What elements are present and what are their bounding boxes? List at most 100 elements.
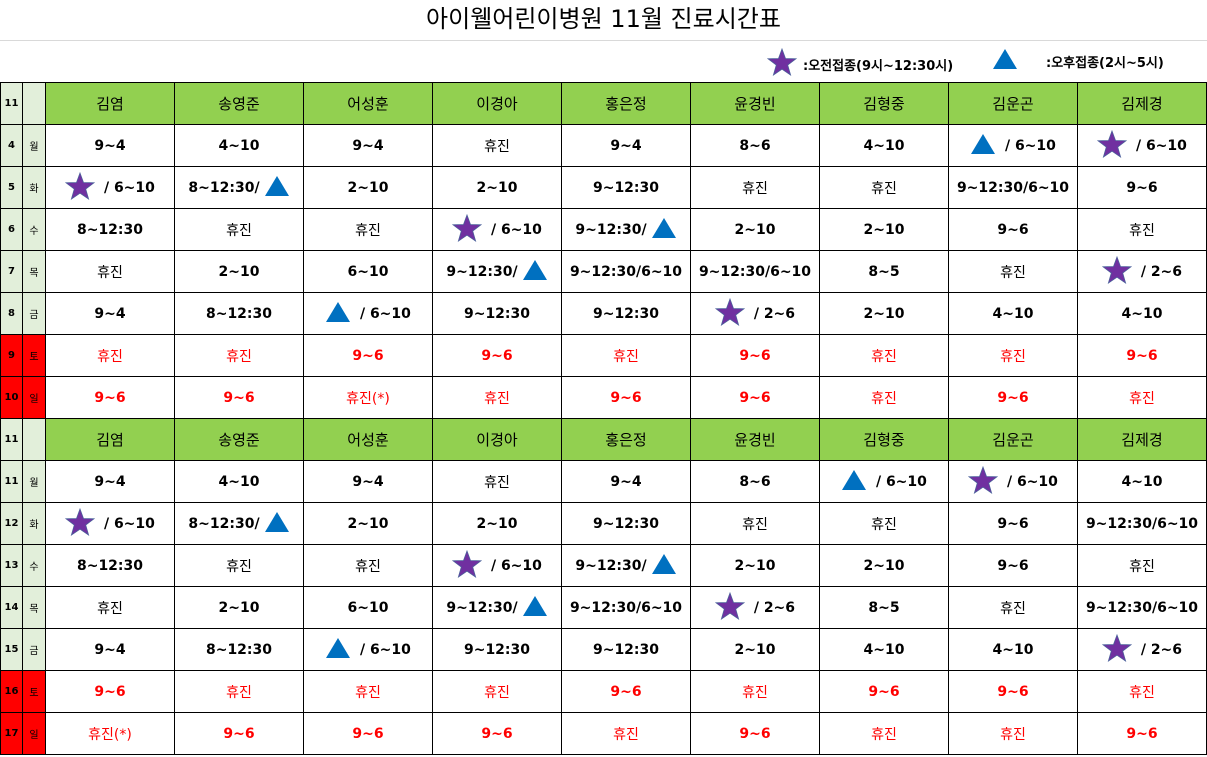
hours-text: 4~10 (218, 137, 260, 154)
cell-content: 휴진 (97, 346, 123, 366)
cell-content: 9~12:30 (464, 306, 530, 322)
schedule-cell: 6~10 (303, 250, 433, 293)
cell-content: 휴진 (484, 682, 510, 702)
doctor-name: 윤경빈 (690, 82, 820, 125)
day-number: 4 (0, 124, 23, 167)
cell-content: 휴진 (871, 388, 897, 408)
schedule-cell: 4~10 (948, 628, 1078, 671)
hours-text: 9~12:30 (592, 305, 660, 322)
cell-content: 9~12:30/[tri] (446, 259, 547, 285)
cell-content: 9~12:30/[tri] (446, 595, 547, 621)
hours-text: 휴진(*) (88, 726, 132, 743)
hours-text: 휴진 (1129, 558, 1155, 575)
day-of-week: 화 (22, 502, 46, 545)
schedule-cell: 휴진 (561, 712, 691, 755)
cell-content: [star] / 2~6 (1101, 255, 1182, 288)
schedule-cell: 2~10 (819, 292, 949, 335)
schedule-cell: 2~10 (690, 544, 820, 587)
schedule-cell: 9~6 (948, 544, 1078, 587)
day-of-week: 일 (22, 712, 46, 755)
hours-text: 8~6 (739, 473, 771, 490)
cell-content: 2~10 (219, 264, 260, 280)
hours-text: 2~10 (476, 515, 518, 532)
hours-text: / 6~10 (1000, 137, 1056, 154)
legend-afternoon-label: :오후접종(2시~5시) (1046, 55, 1164, 71)
hours-text: 9~6 (352, 347, 384, 364)
schedule-cell: 휴진 (690, 166, 820, 209)
hours-text: 4~10 (1121, 305, 1163, 322)
hours-text: 9~12:30 (463, 641, 531, 658)
schedule-cell: 휴진 (432, 460, 562, 503)
schedule-cell: 4~10 (174, 460, 304, 503)
hours-text: 9~6 (610, 389, 642, 406)
schedule-cell: 휴진(*) (303, 376, 433, 419)
cell-content: 9~6 (739, 390, 770, 406)
table-row: 6수 8~12:30 휴진 휴진 [star] / 6~10 9~12:30/[tri] 2… (0, 208, 1207, 251)
hours-text: 휴진 (97, 264, 123, 281)
cell-content: [star] / 6~10 (64, 507, 155, 540)
schedule-cell: 9~6 (948, 502, 1078, 545)
hours-text: 휴진 (97, 348, 123, 365)
cell-content: 9~4 (610, 138, 641, 154)
doctor-name: 어성훈 (303, 82, 433, 125)
schedule-cell: 2~10 (819, 208, 949, 251)
doctor-name: 김염 (45, 82, 175, 125)
cell-content: 9~12:30/[tri] (575, 553, 676, 579)
schedule-cell: 8~5 (819, 250, 949, 293)
day-number: 17 (0, 712, 23, 755)
hours-text: / 2~6 (748, 599, 796, 616)
schedule-cell: 휴진(*) (45, 712, 175, 755)
star-icon: [star] (1101, 255, 1133, 288)
day-of-week: 화 (22, 166, 46, 209)
schedule-cell: 휴진 (174, 544, 304, 587)
cell-content: 8~12:30 (77, 222, 143, 238)
schedule-cell: 휴진 (174, 670, 304, 713)
schedule-cell: 휴진 (45, 334, 175, 377)
cell-content: 9~4 (610, 474, 641, 490)
schedule-cell: 9~12:30/6~10 (561, 586, 691, 629)
hours-text: 휴진 (484, 474, 510, 491)
schedule-cell: 8~12:30 (45, 208, 175, 251)
schedule-cell: [tri] / 6~10 (303, 628, 433, 671)
hours-text: 9~12:30 (592, 179, 660, 196)
cell-content: 9~6 (868, 684, 899, 700)
schedule-cell: 9~4 (303, 460, 433, 503)
hours-text: 9~12:30/ (446, 599, 518, 616)
table-row: 13수 8~12:30 휴진 휴진 [star] / 6~10 9~12:30/[tri]… (0, 544, 1207, 587)
hours-text: 9~6 (997, 557, 1029, 574)
hours-text: 휴진 (1129, 390, 1155, 407)
hours-text: 9~12:30/6~10 (569, 599, 683, 616)
doctor-name: 홍은정 (561, 82, 691, 125)
day-of-week: 금 (22, 292, 46, 335)
hours-text: 8~12:30 (76, 221, 144, 238)
cell-content: 9~6 (223, 726, 254, 742)
cell-content: 9~4 (94, 138, 125, 154)
schedule-cell: 9~12:30/6~10 (690, 250, 820, 293)
schedule-cell: 9~6 (303, 712, 433, 755)
hours-text: 9~6 (610, 683, 642, 700)
hours-text: 4~10 (218, 473, 260, 490)
hours-text: 9~12:30 (463, 305, 531, 322)
schedule-cell: 휴진 (432, 670, 562, 713)
doctor-name: 김운곤 (948, 82, 1078, 125)
cell-content: 휴진 (97, 598, 123, 618)
schedule-cell: 9~12:30/[tri] (561, 544, 691, 587)
hours-text: 8~12:30/ (188, 179, 260, 196)
doctor-name: 송영준 (174, 82, 304, 125)
schedule-cell: 4~10 (1077, 460, 1207, 503)
table-row: 7목 휴진 2~10 6~10 9~12:30/[tri] 9~12:30/6~10 9~1… (0, 250, 1207, 293)
hours-text: 9~6 (739, 347, 771, 364)
cell-content: 4~10 (993, 306, 1034, 322)
hours-text: 휴진 (355, 684, 381, 701)
cell-content: 9~6 (997, 558, 1028, 574)
schedule-cell: [star] / 2~6 (690, 292, 820, 335)
schedule-cell: 휴진 (45, 250, 175, 293)
cell-content: 9~4 (352, 138, 383, 154)
hours-text: 9~6 (352, 725, 384, 742)
schedule-cell: 휴진 (819, 376, 949, 419)
cell-content: 휴진 (484, 388, 510, 408)
cell-content: 휴진 (226, 220, 252, 240)
hours-text: 9~6 (481, 347, 513, 364)
schedule-cell: 휴진 (432, 124, 562, 167)
schedule-cell: [star] / 2~6 (1077, 628, 1207, 671)
